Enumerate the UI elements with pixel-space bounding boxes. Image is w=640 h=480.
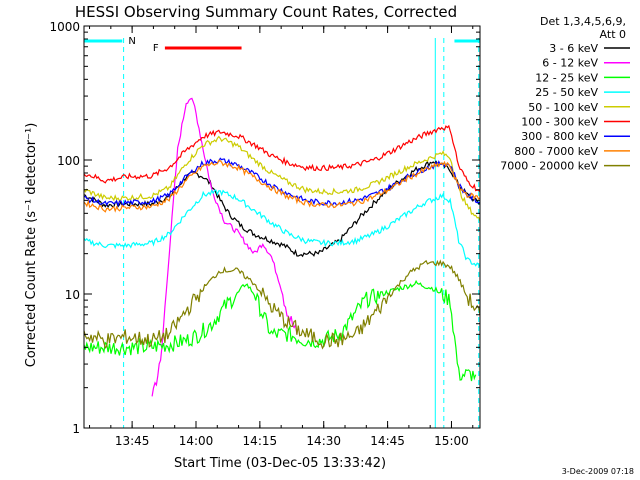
- y-tick-label-3: 1000: [49, 20, 80, 34]
- legend-label-6: 300 - 800 keV: [521, 130, 598, 143]
- x-tick-label-3: 14:30: [306, 434, 341, 448]
- legend-label-1: 6 - 12 keV: [542, 57, 598, 70]
- y-tick-label-0: 1: [72, 422, 80, 436]
- x-tick-label-1: 14:00: [179, 434, 214, 448]
- night-boundaries: [123, 38, 480, 428]
- status-bar-label-2: F: [153, 43, 159, 54]
- series-layer: [83, 97, 481, 397]
- series-line-6: [83, 157, 481, 208]
- legend-label-3: 25 - 50 keV: [535, 86, 598, 99]
- legend-title-line-2: Att 0: [600, 28, 626, 41]
- series-line-5: [83, 124, 481, 193]
- x-tick-label-0: 13:45: [115, 434, 150, 448]
- legend-title-line-1: Det 1,3,4,5,6,9,: [540, 15, 626, 28]
- x-axis-label: Start Time (03-Dec-05 13:33:42): [174, 456, 386, 471]
- x-tick-label-2: 14:15: [243, 434, 278, 448]
- series-line-4: [83, 135, 481, 222]
- axes: 13:45 14:00 14:15 14:30 14:45 15:00 1 10 100 1000: [49, 20, 481, 448]
- status-bar-label-0: N: [128, 36, 135, 47]
- legend-label-4: 50 - 100 keV: [528, 101, 598, 114]
- series-line-2: [83, 279, 477, 382]
- legend-label-2: 12 - 25 keV: [535, 71, 598, 84]
- y-axis-label: Corrected Count Rate (s⁻¹ detector⁻¹): [24, 123, 39, 368]
- series-line-0: [83, 160, 481, 258]
- chart-title: HESSI Observing Summary Count Rates, Cor…: [75, 3, 457, 21]
- series-line-7: [83, 159, 481, 213]
- series-line-3: [83, 189, 481, 267]
- legend-label-8: 7000 - 20000 keV: [500, 160, 598, 173]
- legend: Det 1,3,4,5,6,9, Att 0 3 - 6 keV 6 - 12 k…: [500, 15, 630, 173]
- series-line-1: [151, 97, 298, 397]
- plot-frame: [83, 25, 481, 429]
- timestamp: 3-Dec-2009 07:18: [562, 467, 634, 476]
- legend-label-7: 800 - 7000 keV: [514, 145, 598, 158]
- x-tick-label-5: 15:00: [434, 434, 469, 448]
- x-tick-label-4: 14:45: [370, 434, 405, 448]
- status-bars: NF: [84, 36, 480, 54]
- y-tick-label-1: 10: [65, 288, 80, 302]
- series-line-8: [83, 259, 481, 350]
- legend-label-0: 3 - 6 keV: [549, 42, 598, 55]
- y-tick-label-2: 100: [57, 154, 80, 168]
- legend-label-5: 100 - 300 keV: [521, 116, 598, 129]
